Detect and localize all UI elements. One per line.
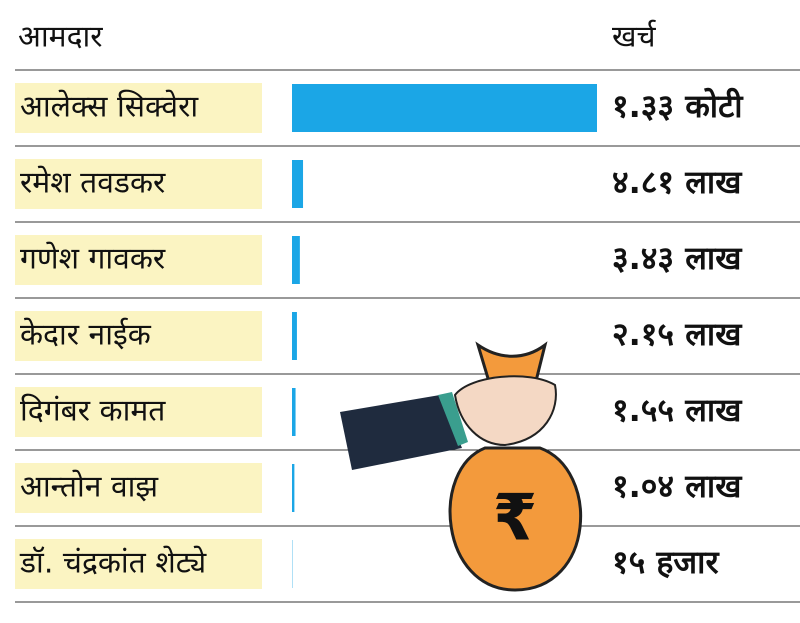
bar xyxy=(292,84,597,132)
value-label: ४.८१ लाख xyxy=(612,163,743,201)
value-label: १५ हजार xyxy=(612,543,720,581)
value-label: २.१५ लाख xyxy=(612,315,743,353)
category-label: रमेश तवडकर xyxy=(20,166,166,201)
bar xyxy=(292,236,300,284)
bar xyxy=(292,464,294,512)
hand xyxy=(455,376,556,445)
illustration: ₹ xyxy=(340,345,581,590)
category-label: गणेश गावकर xyxy=(20,242,166,277)
category-label: आन्तोन वाझ xyxy=(20,470,159,505)
category-label: दिगंबर कामत xyxy=(20,394,166,429)
value-header: खर्च xyxy=(612,20,657,55)
category-header: आमदार xyxy=(18,20,103,55)
button xyxy=(427,457,433,463)
bar xyxy=(292,388,296,436)
category-label: आलेक्स सिक्वेरा xyxy=(20,90,199,125)
value-label: १.५५ लाख xyxy=(612,391,743,429)
bar xyxy=(292,312,297,360)
button xyxy=(437,455,443,461)
rupee-symbol: ₹ xyxy=(493,482,538,556)
bar xyxy=(292,160,303,208)
category-label: केदार नाईक xyxy=(20,318,152,353)
category-label: डॉ. चंद्रकांत शेट्ये xyxy=(19,546,207,581)
rows: आलेक्स सिक्वेरा १.३३ कोटी रमेश तवडकर ४.८१ ल… xyxy=(15,70,800,602)
value-label: १.३३ कोटी xyxy=(612,87,744,125)
value-label: ३.४३ लाख xyxy=(612,239,743,277)
value-label: १.०४ लाख xyxy=(612,467,743,505)
